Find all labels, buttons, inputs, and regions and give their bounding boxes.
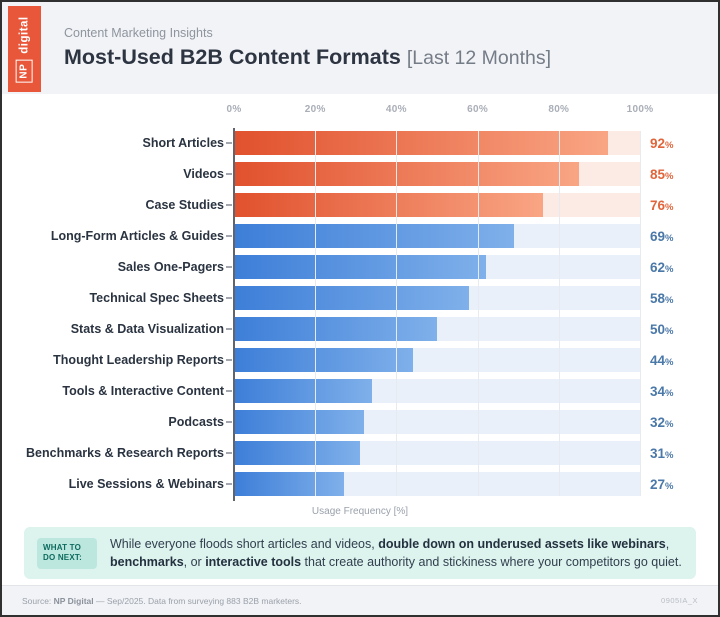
x-axis-title: Usage Frequency [%] [311, 506, 409, 517]
bar-track [226, 379, 640, 403]
note-bold-text: double down on underused assets like web… [378, 537, 666, 551]
bar-value-label: 69% [650, 228, 674, 244]
x-axis-tick-label: 80% [548, 104, 570, 115]
note-bold-text: interactive tools [205, 555, 302, 570]
percent-sign: % [665, 325, 674, 337]
bar [234, 193, 543, 217]
x-axis-tick-label: 60% [467, 104, 489, 115]
bar [234, 317, 437, 341]
percent-sign: % [665, 294, 674, 306]
bar-value-label: 85% [650, 166, 674, 182]
bar-row-label: Podcasts [168, 415, 224, 429]
bar-track [226, 317, 640, 341]
page-title-suffix: [Last 12 Months] [406, 47, 552, 70]
bar-row-label: Case Studies [145, 198, 224, 212]
np-digital-logo-text: NP digital [16, 15, 33, 83]
percent-sign: % [665, 263, 674, 275]
bar [234, 255, 486, 279]
percent-sign: % [665, 232, 674, 244]
bar [234, 224, 515, 248]
source-brand: NP Digital [53, 595, 94, 606]
percent-sign: % [665, 480, 674, 492]
bar-track [226, 348, 640, 372]
percent-sign: % [665, 201, 674, 213]
bar-value-label: 58% [650, 290, 674, 306]
callout-note-text: While everyone floods short articles and… [110, 537, 682, 570]
bar [234, 348, 413, 372]
bar-track [226, 472, 640, 496]
callout-note: WHAT TO DO NEXT: While everyone floods s… [24, 527, 696, 580]
bar-track [226, 255, 640, 279]
bar-chart: 0% 20% 40% 60% 80% 100% Short Articles 92% Video… [24, 102, 696, 501]
bar-track [226, 286, 640, 310]
bar-value-label: 27% [650, 476, 674, 492]
x-axis-ticks: 0% 20% 40% 60% 80% 100% [226, 102, 653, 124]
bar-track [226, 441, 640, 465]
bar-row-label: Thought Leadership Reports [53, 353, 224, 367]
bar [234, 131, 608, 155]
source-rest: — Sep/2025. Data from surveying 883 B2B … [93, 595, 302, 606]
percent-sign: % [665, 449, 674, 461]
bar-row-label: Stats & Data Visualization [70, 322, 224, 336]
chart-section: 0% 20% 40% 60% 80% 100% Short Articles 92% Video… [2, 94, 718, 585]
bar [234, 286, 470, 310]
reference-code: 0905IA_X [661, 596, 698, 605]
bar [234, 472, 344, 496]
bar-value-label: 32% [650, 414, 674, 430]
percent-sign: % [665, 139, 674, 151]
bar-value-label: 62% [650, 259, 674, 275]
bar [234, 379, 373, 403]
bar-row-label: Sales One-Pagers [117, 260, 224, 274]
bar-row-label: Short Articles [142, 136, 224, 150]
bar-row-label: Long-Form Articles & Guides [50, 229, 224, 243]
note-bold-text: benchmarks [110, 555, 184, 570]
bar-row-label: Videos [183, 167, 224, 181]
page-title-main: Most-Used B2B Content Formats [64, 45, 401, 70]
bar-track [226, 131, 640, 155]
bar-track [226, 162, 640, 186]
bar-row-label: Technical Spec Sheets [89, 291, 224, 305]
np-logo-wordmark: digital [18, 15, 31, 54]
bar-value-label: 44% [650, 352, 674, 368]
x-axis-tick-label: 40% [385, 104, 407, 115]
bar-track [226, 193, 640, 217]
what-to-do-next-badge: WHAT TO DO NEXT: [37, 537, 97, 569]
page-title: Most-Used B2B Content Formats [Last 12 M… [64, 45, 552, 70]
percent-sign: % [665, 170, 674, 182]
source-line: Source: NP Digital — Sep/2025. Data from… [22, 596, 302, 606]
eyebrow-label: Content Marketing Insights [64, 26, 213, 41]
bar-value-label: 34% [650, 383, 674, 399]
np-digital-logo: NP digital [8, 6, 41, 92]
header-text: Content Marketing Insights Most-Used B2B… [64, 26, 551, 70]
bar-row-label: Tools & Interactive Content [62, 384, 224, 398]
np-logo-mark: NP [16, 59, 33, 83]
bar-value-label: 31% [650, 445, 674, 461]
bar [234, 441, 360, 465]
bar-track [226, 410, 640, 434]
bar-value-label: 76% [650, 197, 674, 213]
bar-value-label: 92% [650, 135, 674, 151]
bar-value-label: 50% [650, 321, 674, 337]
percent-sign: % [665, 387, 674, 399]
bar-row-label: Live Sessions & Webinars [68, 477, 224, 491]
percent-sign: % [665, 418, 674, 430]
source-prefix: Source: [22, 595, 54, 606]
bar [234, 410, 364, 434]
bar [234, 162, 580, 186]
x-axis-tick-label: 20% [304, 104, 326, 115]
x-axis-tick-label: 0% [226, 104, 242, 115]
bar-row-label: Benchmarks & Research Reports [26, 446, 224, 460]
x-axis-tick-label: 100% [626, 104, 654, 115]
footer: Source: NP Digital — Sep/2025. Data from… [2, 585, 718, 615]
gridline [640, 131, 641, 496]
bar-track [226, 224, 640, 248]
percent-sign: % [665, 356, 674, 368]
header: NP digital Content Marketing Insights Mo… [2, 2, 718, 94]
